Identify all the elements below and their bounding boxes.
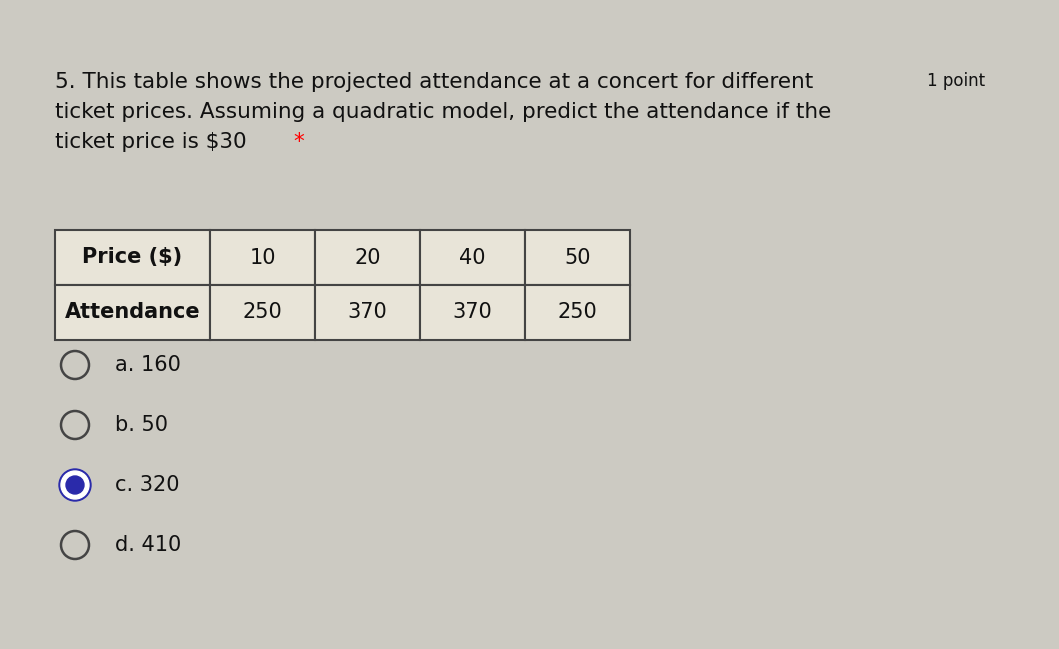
Circle shape bbox=[61, 471, 89, 499]
Bar bbox=[420, 230, 525, 285]
Bar bbox=[210, 285, 315, 340]
Bar bbox=[210, 230, 315, 285]
Text: d. 410: d. 410 bbox=[115, 535, 181, 555]
Text: 250: 250 bbox=[243, 302, 283, 323]
Text: c. 320: c. 320 bbox=[115, 475, 179, 495]
Circle shape bbox=[66, 476, 84, 494]
Bar bbox=[525, 285, 630, 340]
Bar bbox=[525, 230, 630, 285]
Text: 5. This table shows the projected attendance at a concert for different: 5. This table shows the projected attend… bbox=[55, 72, 813, 92]
Text: Price ($): Price ($) bbox=[83, 247, 182, 267]
Text: Attendance: Attendance bbox=[65, 302, 200, 323]
Text: 370: 370 bbox=[452, 302, 492, 323]
Bar bbox=[55, 285, 210, 340]
Text: ticket prices. Assuming a quadratic model, predict the attendance if the: ticket prices. Assuming a quadratic mode… bbox=[55, 102, 831, 122]
Text: 20: 20 bbox=[355, 247, 381, 267]
Text: 1 point: 1 point bbox=[927, 72, 985, 90]
Bar bbox=[315, 230, 420, 285]
Text: *: * bbox=[293, 132, 304, 152]
Text: 50: 50 bbox=[564, 247, 591, 267]
Text: 370: 370 bbox=[347, 302, 388, 323]
Circle shape bbox=[59, 469, 91, 501]
Text: 250: 250 bbox=[558, 302, 597, 323]
Text: a. 160: a. 160 bbox=[115, 355, 181, 375]
Bar bbox=[55, 230, 210, 285]
Text: ticket price is $30: ticket price is $30 bbox=[55, 132, 253, 152]
Text: 40: 40 bbox=[460, 247, 486, 267]
Text: b. 50: b. 50 bbox=[115, 415, 168, 435]
Bar bbox=[420, 285, 525, 340]
Bar bbox=[315, 285, 420, 340]
Text: 10: 10 bbox=[249, 247, 275, 267]
